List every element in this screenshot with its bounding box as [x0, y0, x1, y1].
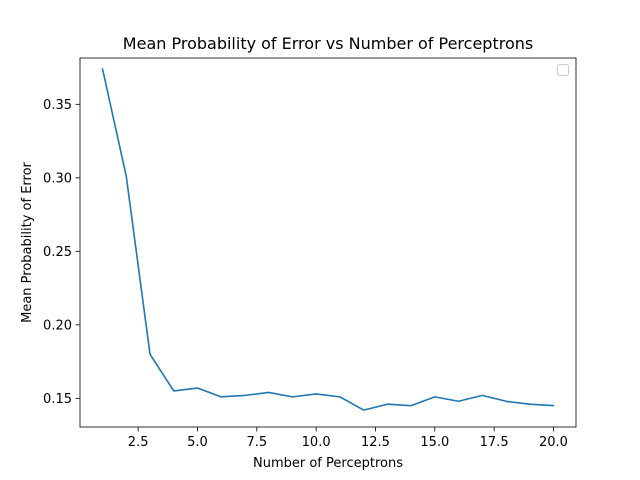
y-axis-ticks: 0.15 0.20 0.25 0.30 0.35: [43, 98, 80, 407]
x-tick-label: 2.5: [128, 435, 149, 450]
y-tick-label: 0.25: [43, 245, 72, 260]
series-line: [101, 68, 555, 411]
x-tick-label: 17.5: [480, 435, 509, 450]
x-tick-label: 20.0: [539, 435, 568, 450]
legend-box: [557, 64, 569, 76]
y-tick-label: 0.15: [43, 392, 72, 407]
y-tick-label: 0.35: [43, 98, 72, 113]
series-layer: [101, 68, 555, 411]
y-tick-label: 0.20: [43, 318, 72, 333]
chart-title: Mean Probability of Error vs Number of P…: [123, 34, 533, 53]
x-axis-label: Number of Perceptrons: [253, 456, 403, 471]
y-tick-label: 0.30: [43, 171, 72, 186]
x-tick-label: 7.5: [246, 435, 267, 450]
plot-frame: [79, 57, 577, 428]
x-axis-ticks: 2.5 5.0 7.5 10.0 12.5 15.0 17.5 20.0: [128, 427, 568, 450]
x-tick-label: 15.0: [420, 435, 449, 450]
plot-area: [80, 58, 576, 427]
y-axis-label: Mean Probability of Error: [20, 161, 35, 322]
x-tick-label: 12.5: [361, 435, 390, 450]
x-tick-label: 10.0: [302, 435, 331, 450]
x-tick-label: 5.0: [187, 435, 208, 450]
